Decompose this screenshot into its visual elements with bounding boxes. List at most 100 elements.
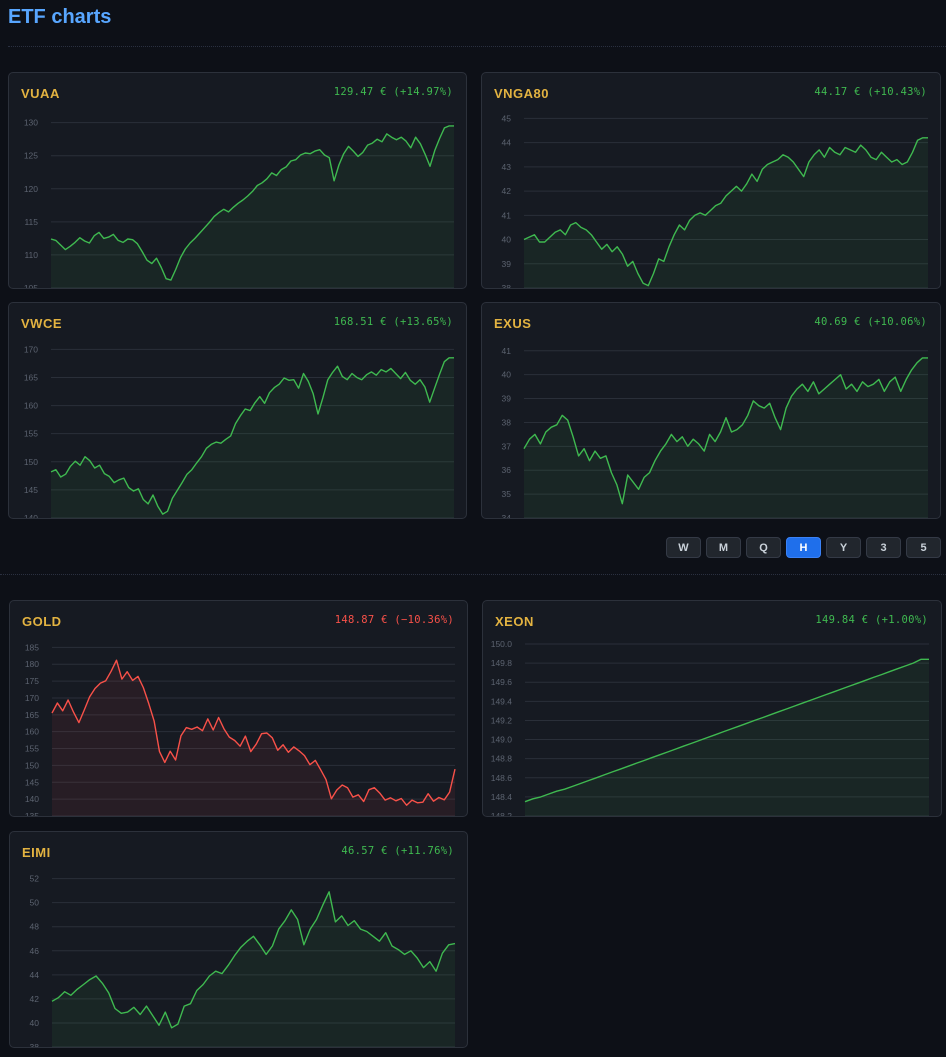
area-fill [51,357,454,518]
y-tick-label: 38 [30,1042,40,1047]
price-change: 44.17 € (+10.43%) [814,86,927,98]
chart-svg: 38 40 42 44 46 48 50 52 [30,874,456,1047]
etf-name: XEON [495,614,534,629]
y-tick-label: 150 [25,760,39,770]
price-value: 40.69 € [814,316,861,328]
price-value: 129.47 € [333,86,387,98]
y-tick-label: 40 [502,370,512,380]
y-tick-label: 50 [30,898,40,908]
y-tick-label: 45 [502,113,512,123]
chart-card-gold: GOLD 148.87 € (−10.36%) 135 140 145 150 155 1… [9,600,468,817]
chart-card-xeon: XEON 149.84 € (+1.00%) 148.2 148.4 148.6 14… [482,600,942,817]
price-change: 148.87 € (−10.36%) [335,614,454,626]
y-tick-label: 140 [25,794,39,804]
chart-card-vwce: VWCE 168.51 € (+13.65%) 140 145 150 155 160 1… [8,302,467,519]
area-fill [51,125,454,288]
y-tick-label: 42 [502,186,512,196]
y-tick-label: 140 [24,513,38,518]
etf-name: VWCE [21,316,62,331]
section-divider [0,574,946,575]
y-tick-label: 120 [24,184,38,194]
range-button-m[interactable]: M [706,537,741,558]
page-title: ETF charts [8,6,112,28]
y-tick-label: 52 [30,874,40,884]
price-line [51,659,456,806]
chart-svg: 135 140 145 150 155 160 165 170 175 180 185 [25,642,456,816]
price-line [50,125,454,281]
y-tick-label: 125 [24,151,38,161]
price-change: 149.84 € (+1.00%) [815,614,928,626]
range-button-h[interactable]: H [786,537,821,558]
y-tick-label: 149.4 [491,696,513,706]
price-change: 168.51 € (+13.65%) [334,316,453,328]
y-tick-label: 160 [24,401,38,411]
y-tick-label: 115 [24,217,38,227]
y-tick-label: 149.6 [491,677,513,687]
y-tick-label: 44 [502,138,512,148]
area-fill [525,659,929,816]
etf-name: EXUS [494,316,532,331]
price-change: 46.57 € (+11.76%) [341,845,454,857]
y-tick-label: 38 [502,283,512,288]
y-tick-label: 40 [502,235,512,245]
y-tick-label: 149.8 [491,658,513,668]
time-range-selector: W M Q H Y 3 5 [666,537,941,558]
chart-card-exus: EXUS 40.69 € (+10.06%) 34 35 36 37 38 39 40 41 [481,302,941,519]
y-tick-label: 37 [502,441,512,451]
change-percent: (+14.97%) [393,86,453,98]
y-tick-label: 130 [24,118,38,128]
change-percent: (+11.76%) [394,845,454,857]
chart-svg: 148.2 148.4 148.6 148.8 149.0 149.2 149.4 149.6… [491,639,929,816]
price-change: 40.69 € (+10.06%) [814,316,927,328]
area-fill [52,891,455,1047]
y-tick-label: 170 [24,344,38,354]
range-button-w[interactable]: W [666,537,701,558]
y-tick-label: 36 [502,465,512,475]
price-line [523,137,928,287]
y-tick-label: 148.8 [491,754,513,764]
chart-svg: 34 35 36 37 38 39 40 41 [502,346,928,518]
y-tick-label: 149.0 [491,735,513,745]
y-tick-label: 35 [502,489,512,499]
y-tick-label: 180 [25,659,39,669]
price-change: 129.47 € (+14.97%) [334,86,453,98]
change-percent: (+10.06%) [867,316,927,328]
chart-svg: 38 39 40 41 42 43 44 45 [502,113,928,288]
y-tick-label: 34 [502,513,512,518]
y-tick-label: 148.2 [491,811,513,816]
y-tick-label: 145 [25,777,39,787]
y-tick-label: 39 [502,394,512,404]
y-tick-label: 40 [30,1018,40,1028]
y-tick-label: 38 [502,417,512,427]
y-tick-label: 150 [24,457,38,467]
top-divider [8,46,946,47]
price-line [51,891,456,1029]
range-button-q[interactable]: Q [746,537,781,558]
change-percent: (+13.65%) [393,316,453,328]
change-percent: (+1.00%) [875,614,928,626]
y-tick-label: 149.2 [491,715,513,725]
y-tick-label: 165 [25,710,39,720]
chart-svg: 140 145 150 155 160 165 170 [24,344,454,518]
y-tick-label: 110 [24,250,38,260]
y-tick-label: 150.0 [491,639,513,649]
y-tick-label: 145 [24,485,38,495]
price-line [523,357,928,505]
change-percent: (−10.36%) [394,614,454,626]
y-tick-label: 170 [25,693,39,703]
change-percent: (+10.43%) [867,86,927,98]
y-tick-label: 165 [24,372,38,382]
range-button-5[interactable]: 5 [906,537,941,558]
range-button-y[interactable]: Y [826,537,861,558]
chart-card-vuaa: VUAA 129.47 € (+14.97%) 105 110 115 120 125 1… [8,72,467,289]
etf-name: VNGA80 [494,86,550,101]
etf-name: VUAA [21,86,60,101]
etf-name: EIMI [22,845,51,860]
area-fill [52,660,455,816]
y-tick-label: 160 [25,727,39,737]
range-button-3[interactable]: 3 [866,537,901,558]
y-tick-label: 155 [24,429,38,439]
y-tick-label: 148.4 [491,792,513,802]
y-tick-label: 42 [30,994,40,1004]
y-tick-label: 46 [30,946,40,956]
